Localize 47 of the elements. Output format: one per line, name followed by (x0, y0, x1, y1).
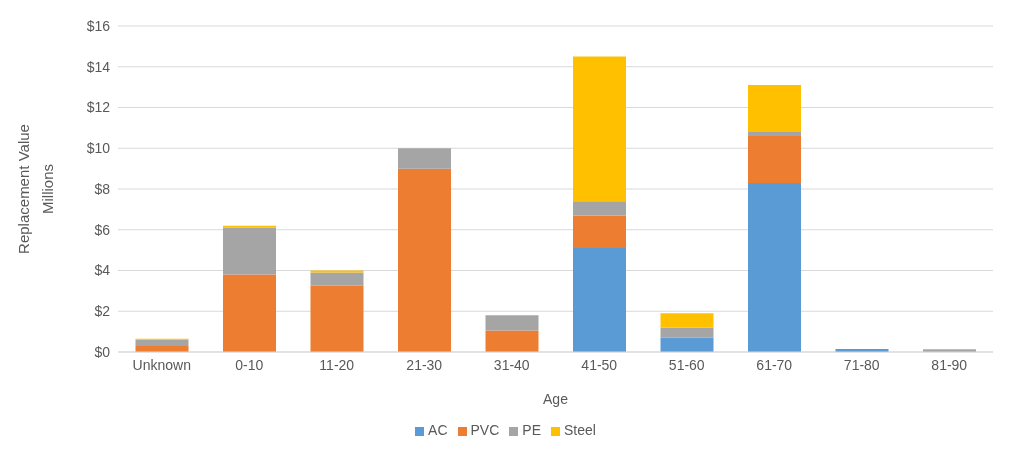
x-tick-label: 31-40 (493, 356, 530, 373)
bar (573, 56, 626, 202)
bar (748, 182, 801, 352)
y-tick-label: $14 (86, 58, 111, 75)
x-tick-label: 11-20 (319, 356, 355, 373)
x-tick-label: 0-10 (235, 356, 264, 373)
bar (660, 327, 714, 338)
legend-label: PE (522, 422, 541, 438)
y-tick-label: $4 (94, 262, 111, 279)
x-tick-label: Unknown (132, 356, 191, 373)
x-tick-label: 81-90 (931, 356, 968, 373)
bar (573, 201, 626, 216)
bar (223, 274, 276, 352)
bar (573, 248, 626, 352)
bar (748, 85, 801, 132)
x-tick-label: 71-80 (843, 356, 880, 373)
legend-label: PVC (470, 422, 500, 438)
bar (398, 148, 451, 169)
bar (485, 315, 539, 331)
x-tick-label: 41-50 (581, 356, 618, 373)
bar (223, 227, 276, 275)
x-tick-label: 21-30 (406, 356, 443, 373)
bar (310, 272, 364, 286)
bar (573, 215, 626, 249)
x-tick-label: 61-70 (756, 356, 793, 373)
bar (485, 330, 539, 352)
y-tick-label: $10 (86, 140, 111, 157)
bar (748, 131, 801, 137)
y-tick-label: $2 (94, 303, 111, 320)
y-axis-title: Replacement Value Millions (15, 124, 56, 254)
y-tick-label: $6 (94, 221, 111, 238)
y-tick-label: $12 (86, 99, 111, 116)
bar (223, 225, 276, 228)
legend-label: AC (428, 422, 448, 438)
y-tick-label: $8 (94, 180, 111, 197)
x-axis-title: Age (543, 391, 569, 407)
bar (398, 168, 451, 352)
bar (310, 285, 364, 352)
x-tick-label: 51-60 (668, 356, 705, 373)
bar (310, 270, 364, 273)
bar (135, 339, 189, 346)
y-tick-label: $16 (86, 17, 111, 34)
legend-label: Steel (564, 422, 596, 438)
y-tick-label: $0 (94, 343, 111, 360)
bar (660, 337, 714, 352)
bar (748, 136, 801, 183)
bar (660, 313, 714, 328)
